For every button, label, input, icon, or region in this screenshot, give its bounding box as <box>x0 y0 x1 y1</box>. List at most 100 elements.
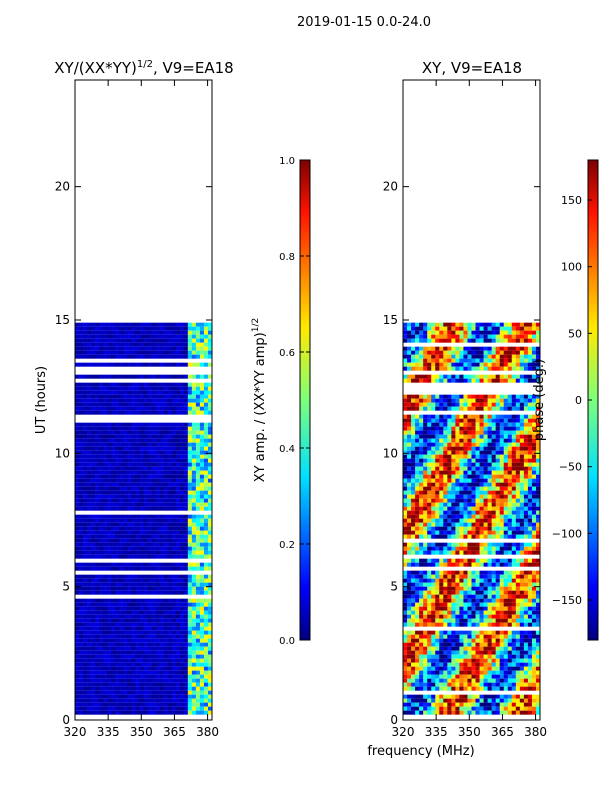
amplitude-heat-cell <box>151 658 156 663</box>
amplitude-heat-cell <box>135 438 140 443</box>
amplitude-heat-cell <box>191 426 197 431</box>
phase-heat-cell <box>475 454 480 459</box>
amplitude-heat-cell <box>131 666 136 671</box>
amplitude-heat-cell <box>159 618 164 623</box>
amplitude-heat-cell <box>119 362 124 367</box>
phase-heat-cell <box>423 530 428 535</box>
phase-heat-cell <box>415 374 420 379</box>
amplitude-heat-cell <box>187 486 193 491</box>
amplitude-heat-cell <box>131 422 136 427</box>
phase-heat-cell <box>435 378 440 383</box>
amplitude-heat-cell <box>75 582 80 587</box>
amplitude-heat-cell <box>167 674 173 679</box>
amplitude-heat-cell <box>111 662 116 667</box>
amplitude-heat-cell <box>163 654 168 659</box>
phase-heat-cell <box>423 326 428 331</box>
amplitude-heat-cell <box>143 394 148 399</box>
phase-heat-cell <box>415 474 420 479</box>
amplitude-heat-cell <box>83 634 88 639</box>
phase-heat-cell <box>507 582 513 587</box>
amplitude-heat-cell <box>147 386 152 391</box>
amplitude-heat-cell <box>199 334 205 339</box>
amplitude-heat-cell <box>147 542 152 547</box>
amplitude-colorbar-tick-label: 1.0 <box>279 156 295 167</box>
phase-heat-cell <box>535 506 541 511</box>
phase-heat-cell <box>415 574 420 579</box>
amplitude-heat-cell <box>207 442 213 447</box>
amplitude-heat-cell <box>171 694 177 699</box>
amplitude-heat-cell <box>115 478 120 483</box>
amplitude-heat-cell <box>139 614 144 619</box>
phase-heat-cell <box>487 326 492 331</box>
phase-heat-cell <box>415 518 420 523</box>
phase-heat-cell <box>439 506 444 511</box>
amplitude-heat-cell <box>167 602 173 607</box>
amplitude-heat-cell <box>87 454 92 459</box>
amplitude-heat-cell <box>191 374 197 379</box>
amplitude-heat-cell <box>123 398 128 403</box>
amplitude-heat-cell <box>83 402 88 407</box>
amplitude-heat-cell <box>179 666 185 671</box>
amplitude-heat-cell <box>191 522 197 527</box>
amplitude-heat-cell <box>103 450 108 455</box>
phase-heat-cell <box>439 434 444 439</box>
phase-heat-cell <box>491 542 496 547</box>
amplitude-heat-cell <box>195 514 201 519</box>
amplitude-heat-cell <box>131 534 136 539</box>
phase-heat-cell <box>451 494 456 499</box>
amplitude-heat-cell <box>95 478 100 483</box>
phase-heat-cell <box>483 338 488 343</box>
amplitude-heat-cell <box>131 342 136 347</box>
amplitude-heat-cell <box>151 706 156 711</box>
phase-heat-cell <box>439 490 444 495</box>
amplitude-heat-cell <box>155 514 160 519</box>
amplitude-heat-cell <box>143 338 148 343</box>
amplitude-heat-cell <box>79 698 84 703</box>
phase-heat-cell <box>487 502 492 507</box>
phase-heat-cell <box>439 418 444 423</box>
phase-heat-cell <box>415 430 420 435</box>
phase-heat-cell <box>495 446 501 451</box>
amplitude-heat-cell <box>163 566 168 571</box>
amplitude-heat-cell <box>187 606 193 611</box>
amplitude-heat-cell <box>195 494 201 499</box>
amplitude-heat-cell <box>179 382 185 387</box>
amplitude-heat-cell <box>203 650 209 655</box>
amplitude-heat-cell <box>175 662 181 667</box>
phase-heat-cell <box>523 550 529 555</box>
phase-heat-cell <box>499 446 505 451</box>
amplitude-heat-cell <box>91 598 96 603</box>
phase-heat-cell <box>439 458 444 463</box>
amplitude-heat-cell <box>87 554 92 559</box>
phase-heat-cell <box>443 478 448 483</box>
amplitude-heat-cell <box>187 450 193 455</box>
amplitude-heat-cell <box>111 450 116 455</box>
phase-heat-cell <box>435 490 440 495</box>
phase-heat-cell <box>535 574 541 579</box>
phase-heat-cell <box>507 442 513 447</box>
phase-heat-cell <box>451 582 456 587</box>
amplitude-heat-cell <box>87 602 92 607</box>
amplitude-heat-cell <box>155 382 160 387</box>
amplitude-heat-cell <box>135 334 140 339</box>
phase-heat-cell <box>439 514 444 519</box>
amplitude-heat-cell <box>139 518 144 523</box>
phase-heat-cell <box>499 474 505 479</box>
amplitude-heat-cell <box>115 474 120 479</box>
phase-heat-cell <box>475 398 480 403</box>
amplitude-heat-cell <box>203 406 209 411</box>
amplitude-heat-cell <box>199 422 205 427</box>
phase-heat-cell <box>451 510 456 515</box>
amplitude-heat-cell <box>103 486 108 491</box>
amplitude-heat-cell <box>175 626 181 631</box>
amplitude-heat-cell <box>87 550 92 555</box>
phase-heat-cell <box>419 338 424 343</box>
amplitude-heat-cell <box>87 522 92 527</box>
phase-heat-cell <box>491 570 496 575</box>
phase-heat-cell <box>411 466 416 471</box>
phase-heat-cell <box>447 358 452 363</box>
amplitude-heat-cell <box>111 586 116 591</box>
amplitude-heat-cell <box>115 650 120 655</box>
amplitude-heat-cell <box>167 386 173 391</box>
phase-heat-cell <box>487 378 492 383</box>
